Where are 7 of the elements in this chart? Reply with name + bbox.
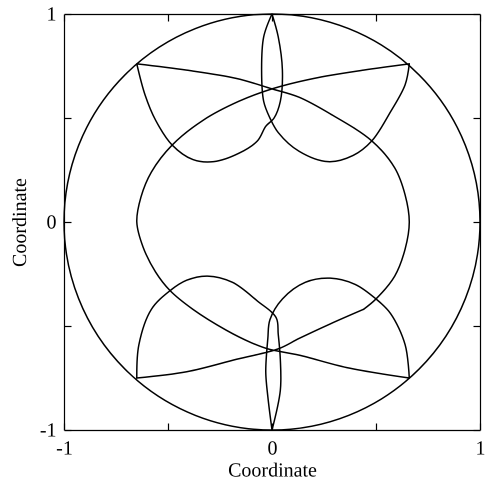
x-tick-label: 1 [476, 438, 486, 460]
x-tick-label: 0 [268, 438, 278, 460]
y-axis-title: Coordinate [8, 178, 31, 267]
y-tick-label: 0 [46, 212, 56, 234]
x-axis-title: Coordinate [228, 460, 318, 482]
y-tick-label: -1 [40, 420, 56, 442]
y-tick-label: 1 [46, 4, 56, 26]
